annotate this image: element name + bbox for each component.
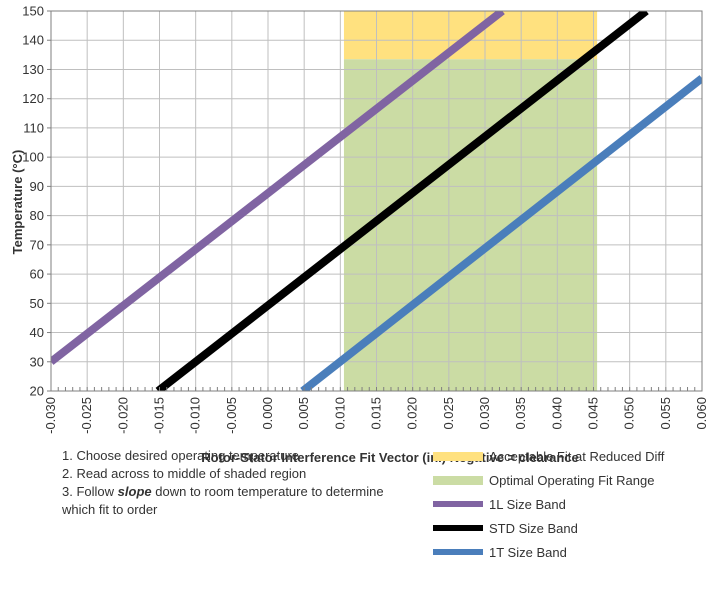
y-tick-label: 90 [30,179,44,194]
series-line-std-size-band [155,11,649,391]
y-tick-label: 150 [22,4,44,19]
series-lines [51,11,702,391]
legend-item-1l-size-band: 1L Size Band [433,492,664,516]
y-tick-label: 60 [30,267,44,282]
instructions: 1. Choose desired operating temperature … [62,447,392,519]
x-tick-label: 0.050 [622,397,637,430]
region-optimal-operating-fit-range [343,59,598,391]
x-tick-label: 0.060 [694,397,709,430]
legend-label-1l-size-band: 1L Size Band [489,496,566,512]
y-tick-label: 110 [23,120,44,135]
x-tick-label: 0.035 [513,397,528,430]
legend-item-acceptable-fit: Acceptable Fit at Reduced Diff [433,444,664,468]
x-tick-label: 0.030 [477,397,492,430]
x-tick-label: -0.030 [43,397,58,434]
shaded-regions [343,11,598,391]
y-tick-label: 70 [30,237,44,252]
legend-swatch-optimal-fit [433,475,483,485]
legend-label-std-size-band: STD Size Band [489,520,578,536]
x-tick-labels: -0.030 -0.025 -0.020 -0.015 -0.010 -0.005 0.00… [43,397,709,434]
x-tick-label: -0.005 [224,397,239,434]
instruction-step-3: 3. Follow slope down to room temperature… [62,483,392,519]
x-tick-label: 0.000 [260,397,275,430]
y-tick-label: 130 [22,62,44,77]
legend-item-optimal-fit: Optimal Operating Fit Range [433,468,664,492]
instruction-step-3-emphasis: slope [117,484,152,499]
legend-label-acceptable-fit: Acceptable Fit at Reduced Diff [489,448,665,464]
y-tick-label: 140 [22,33,44,48]
x-tick-label: 0.005 [296,397,311,430]
y-axis-title: Temperature (°C) [10,150,25,255]
y-tick-label: 20 [30,384,44,399]
legend: Acceptable Fit at Reduced Diff Optimal O… [433,444,664,564]
legend-swatch-1t-size-band [433,549,483,555]
instruction-step-2: 2. Read across to middle of shaded regio… [62,466,307,481]
x-tick-label: -0.025 [79,397,94,434]
instruction-step-1: 1. Choose desired operating temperature [62,448,300,463]
instruction-step-3-end: down to room temperature to determine wh… [62,484,384,517]
y-tick-labels: 20 30 40 50 60 70 80 90 100 110 120 130 140 150 [22,4,44,399]
x-tick-label: 0.055 [658,397,673,430]
x-tick-label: 0.040 [549,397,564,430]
y-tick-label: 120 [22,91,44,106]
y-tick-label: 30 [30,354,44,369]
legend-item-1t-size-band: 1T Size Band [433,540,664,564]
x-tick-label: 0.045 [586,397,601,430]
legend-swatch-acceptable-fit [433,451,483,461]
y-tick-label: 40 [30,325,44,340]
x-tick-label: 0.015 [369,397,384,430]
plot-frame [47,10,703,392]
legend-label-1t-size-band: 1T Size Band [489,544,567,560]
legend-label-optimal-fit: Optimal Operating Fit Range [489,472,655,488]
x-tick-label: 0.020 [405,397,420,430]
x-axis-title: Rotor-Stator Interference Fit Vector (in… [201,450,578,465]
legend-item-std-size-band: STD Size Band [433,516,664,540]
x-tick-label: -0.010 [188,397,203,434]
x-tick-label: 0.010 [332,397,347,430]
series-line-1t-size-band [300,75,702,391]
x-tick-label: -0.015 [152,397,167,434]
instruction-step-3-start: 3. Follow [62,484,115,499]
legend-swatch-1l-size-band [433,501,483,507]
y-tick-label: 50 [30,296,44,311]
x-tick-label: 0.025 [441,397,456,430]
y-tick-label: 100 [22,150,44,165]
x-tick-label: -0.020 [115,397,130,434]
legend-swatch-std-size-band [433,525,483,531]
series-line-1l-size-band [51,11,505,365]
y-tick-label: 80 [30,208,44,223]
